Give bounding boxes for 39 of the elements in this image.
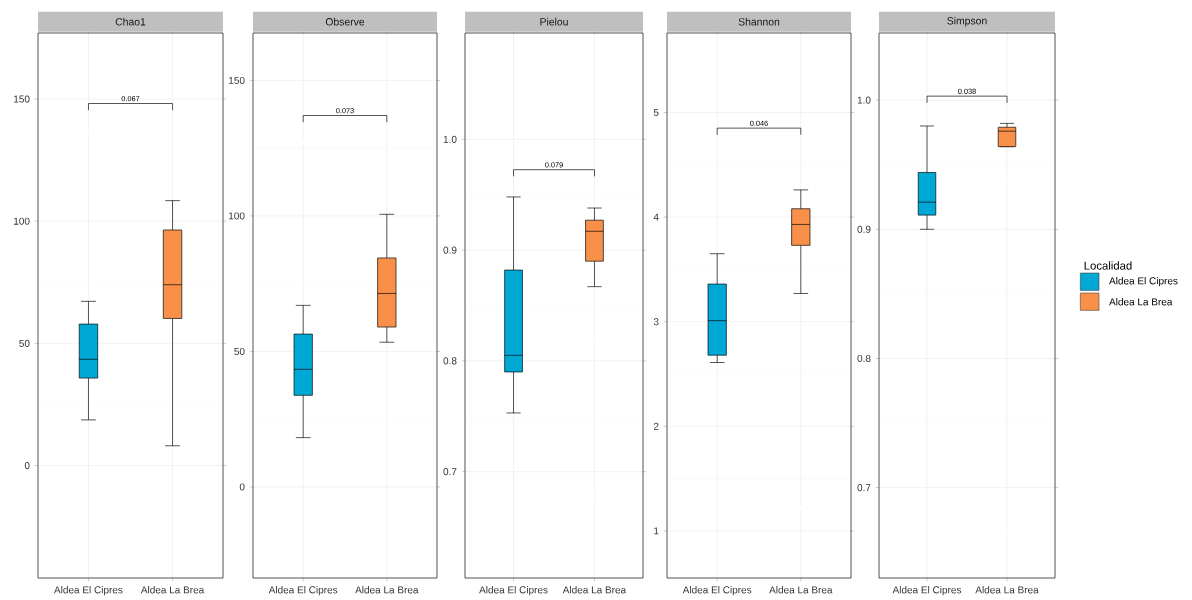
y-tick-label: 50 — [234, 347, 245, 356]
x-tick-label: Aldea El Cipres — [892, 586, 962, 596]
y-tick-label: 150 — [14, 95, 30, 103]
y-tick-label: 0.8 — [443, 357, 457, 365]
chart-title: Pielou — [540, 17, 568, 26]
x-tick-label: Aldea La Brea — [562, 586, 627, 594]
x-tick-label: Aldea El Cipres — [54, 586, 123, 596]
chart-title: Observe — [325, 17, 365, 26]
legend-title: Localidad — [1084, 261, 1132, 270]
y-tick-label: 1.0 — [857, 96, 871, 104]
y-tick-label: 0 — [24, 462, 30, 470]
x-tick-label: Aldea La Brea — [769, 586, 833, 594]
x-tick-label: Aldea El Cipres — [682, 586, 752, 596]
y-tick-label: 1 — [654, 527, 659, 535]
chart-title: Simpson — [947, 16, 987, 27]
y-tick-label: 100 — [229, 212, 245, 220]
legend-label: Aldea El Cipres — [1109, 277, 1178, 287]
y-tick-label: 0.9 — [857, 225, 871, 233]
y-tick-label: 0.7 — [857, 484, 871, 492]
y-tick-label: 0.8 — [857, 355, 871, 363]
x-tick-label: Aldea La Brea — [975, 586, 1039, 594]
y-tick-label: 0.9 — [443, 246, 457, 254]
y-tick-label: 150 — [229, 76, 245, 85]
chart-title: Chao1 — [115, 17, 146, 26]
y-tick-label: 3 — [653, 318, 659, 326]
x-tick-label: Aldea El Cipres — [268, 586, 338, 596]
y-tick-label: 50 — [19, 339, 30, 348]
y-tick-label: 1.0 — [443, 135, 457, 143]
legend-label: Aldea La Brea — [1109, 298, 1173, 306]
y-tick-label: 100 — [14, 217, 30, 225]
y-tick-label: 0.7 — [443, 468, 457, 476]
y-tick-label: 2 — [653, 422, 659, 430]
y-tick-label: 0 — [239, 483, 245, 491]
x-tick-label: Aldea La Brea — [355, 586, 419, 594]
x-tick-label: Aldea La Brea — [140, 586, 205, 594]
y-tick-label: 5 — [653, 109, 659, 117]
x-tick-label: Aldea El Cipres — [479, 586, 548, 596]
y-tick-label: 4 — [653, 213, 659, 221]
chart-title: Shannon — [738, 17, 780, 26]
